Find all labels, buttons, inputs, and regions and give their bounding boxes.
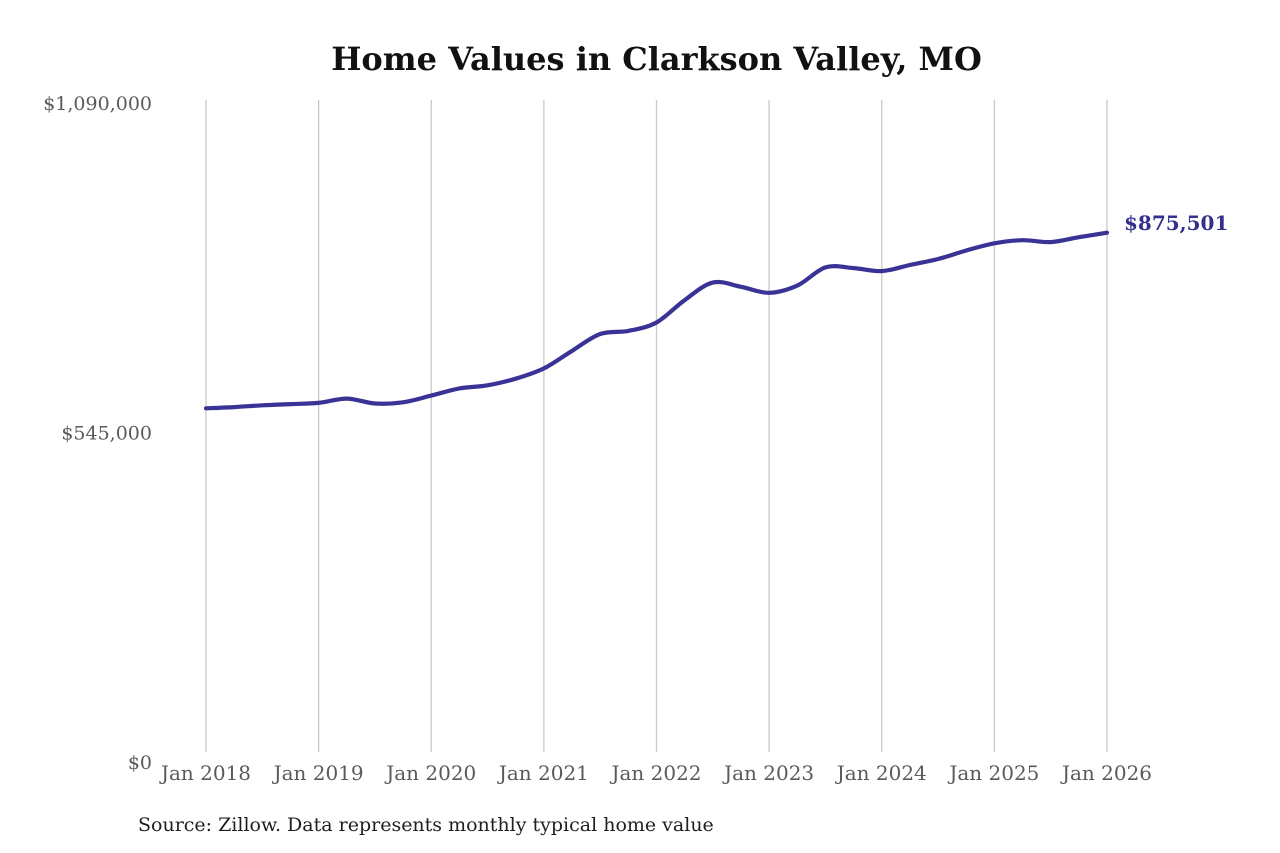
x-axis-tick-label: Jan 2018 (159, 761, 251, 785)
x-axis-tick-label: Jan 2020 (384, 761, 476, 785)
x-axis-tick-label: Jan 2025 (947, 761, 1039, 785)
x-axis-tick-label: Jan 2023 (722, 761, 814, 785)
x-axis-tick-label: Jan 2021 (497, 761, 589, 785)
y-axis-tick-label: $1,090,000 (43, 93, 152, 115)
y-axis-tick-label: $545,000 (61, 423, 152, 445)
chart-title: Home Values in Clarkson Valley, MO (331, 40, 982, 78)
x-axis-tick-label: Jan 2019 (272, 761, 364, 785)
final-value-label: $875,501 (1124, 210, 1229, 235)
x-axis-tick-label: Jan 2024 (835, 761, 927, 785)
x-axis-tick-label: Jan 2026 (1060, 761, 1152, 785)
value-line-series (203, 230, 1110, 411)
x-axis-tick-label: Jan 2022 (609, 761, 701, 785)
source-note: Source: Zillow. Data represents monthly … (138, 814, 714, 836)
y-axis-tick-label: $0 (128, 752, 152, 774)
